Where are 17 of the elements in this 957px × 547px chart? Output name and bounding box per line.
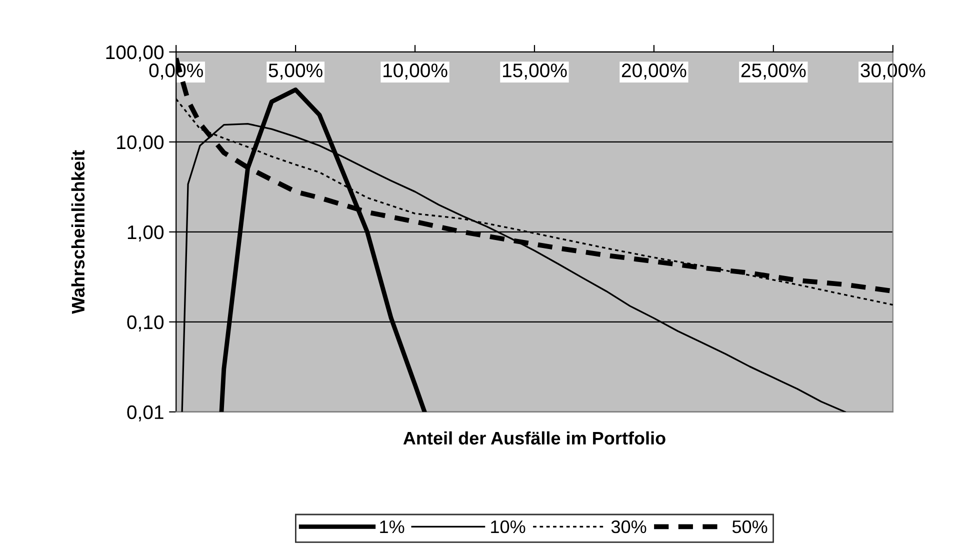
y-tick-label: 10,00: [117, 135, 164, 152]
y-axis-title: Wahrscheinlichkeit: [71, 150, 85, 314]
x-tick-label: 15,00%: [502, 64, 567, 80]
x-tick-label: 5,00%: [268, 64, 322, 80]
legend-label: 30%: [611, 520, 646, 534]
x-axis-title: Anteil der Ausfälle im Portfolio: [403, 431, 666, 445]
legend-label: 1%: [380, 520, 404, 534]
x-tick-label: 20,00%: [622, 64, 686, 80]
legend-label: 50%: [732, 520, 768, 534]
y-tick-label: 1,00: [128, 225, 164, 242]
y-tick-label: 0,01: [127, 405, 164, 422]
y-tick-label: 0,10: [127, 315, 164, 332]
x-tick-label: 25,00%: [741, 64, 806, 80]
x-tick-label: 10,00%: [384, 64, 448, 80]
x-tick-label: 30,00%: [860, 64, 926, 80]
legend-label: 10%: [491, 520, 526, 534]
y-tick-label: 100,00: [106, 45, 164, 62]
